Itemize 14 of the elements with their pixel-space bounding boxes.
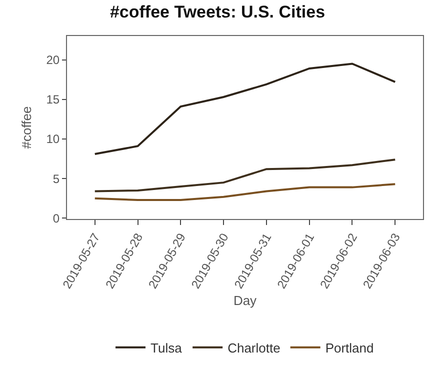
y-axis-title: #coffee	[19, 106, 34, 149]
y-tick-label: 20	[46, 52, 60, 67]
legend-label: Tulsa	[150, 340, 183, 356]
line-series	[94, 158, 396, 192]
x-axis-title: Day	[233, 293, 258, 308]
y-tick-label: 0	[52, 211, 60, 226]
legend-label: Portland	[325, 340, 374, 356]
legend-label: Charlotte	[228, 340, 280, 356]
chart-title: #coffee Tweets: U.S. Cities	[110, 2, 326, 22]
y-tick-label: 15	[46, 92, 60, 107]
y-tick-label: 10	[46, 132, 60, 146]
line-series	[94, 183, 396, 201]
line-series	[94, 62, 396, 156]
y-tick-label: 5	[52, 172, 60, 186]
